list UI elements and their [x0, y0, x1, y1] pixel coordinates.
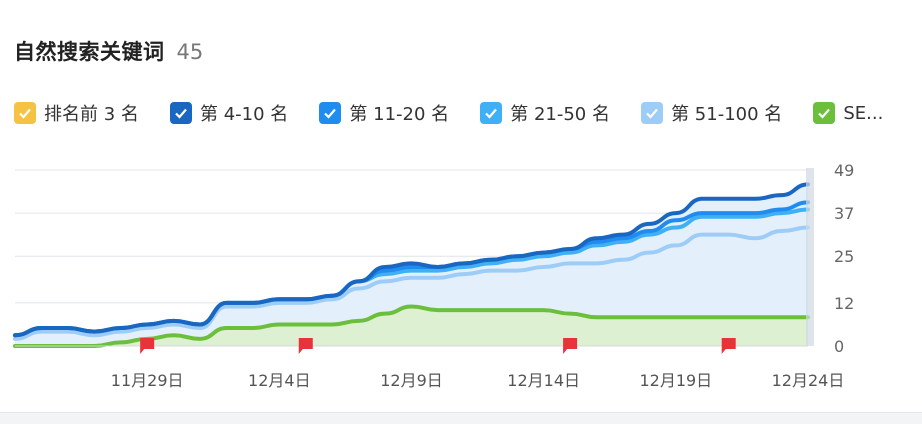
legend-item-serp[interactable]: SE... — [813, 102, 883, 124]
y-tick-label: 12 — [834, 294, 854, 313]
series-line-4 — [13, 225, 810, 341]
chart-title: 自然搜索关键词 — [14, 40, 165, 64]
checkbox-icon[interactable] — [170, 102, 192, 124]
event-flag-icon — [140, 338, 155, 354]
y-tick-label: 49 — [834, 161, 854, 180]
x-tick-label: 11月29日 — [111, 371, 184, 390]
legend-item-21-50[interactable]: 第 21-50 名 — [480, 100, 610, 126]
x-tick-label: 12月14日 — [507, 371, 580, 390]
y-tick-label: 37 — [834, 204, 854, 223]
legend-item-4-10[interactable]: 第 4-10 名 — [170, 100, 288, 126]
checkbox-icon[interactable] — [319, 102, 342, 124]
hover-band — [806, 168, 814, 346]
chart-header: 自然搜索关键词 45 — [14, 36, 203, 66]
checkbox-icon[interactable] — [14, 102, 36, 124]
event-flag-icon — [298, 338, 313, 354]
checkbox-icon[interactable] — [641, 102, 664, 124]
y-tick-label: 25 — [834, 247, 854, 266]
legend-label: 第 21-50 名 — [510, 104, 610, 125]
legend: 排名前 3 名 第 4-10 名 第 11-20 名 第 21-50 名 第 5… — [14, 100, 922, 126]
legend-item-11-20[interactable]: 第 11-20 名 — [319, 100, 449, 126]
keyword-area-chart[interactable]: 0 12 25 37 49 11月29日 12月4日 12月9日 12月14日 12月19日 12月… — [0, 150, 922, 395]
x-tick-label: 12月24日 — [772, 371, 845, 390]
legend-label: SE... — [843, 102, 884, 124]
panel-bottom-border — [0, 412, 922, 424]
legend-item-51-100[interactable]: 第 51-100 名 — [641, 100, 782, 126]
area-fill-green — [15, 306, 808, 346]
legend-label: 第 51-100 名 — [671, 104, 783, 125]
x-tick-label: 12月9日 — [380, 371, 443, 390]
event-flag-icon — [563, 338, 578, 354]
x-tick-label: 12月19日 — [639, 371, 712, 390]
legend-label: 排名前 3 名 — [44, 104, 139, 125]
checkbox-icon[interactable] — [480, 102, 503, 124]
x-tick-label: 12月4日 — [248, 371, 311, 390]
legend-label: 第 11-20 名 — [349, 104, 450, 125]
checkbox-icon[interactable] — [813, 102, 836, 124]
legend-item-top3[interactable]: 排名前 3 名 — [14, 100, 139, 126]
event-flag-icon — [721, 338, 736, 354]
legend-label: 第 4-10 名 — [200, 104, 289, 125]
series-line-1 — [13, 182, 810, 338]
y-tick-label: 0 — [834, 337, 844, 356]
keyword-count: 45 — [176, 40, 204, 64]
